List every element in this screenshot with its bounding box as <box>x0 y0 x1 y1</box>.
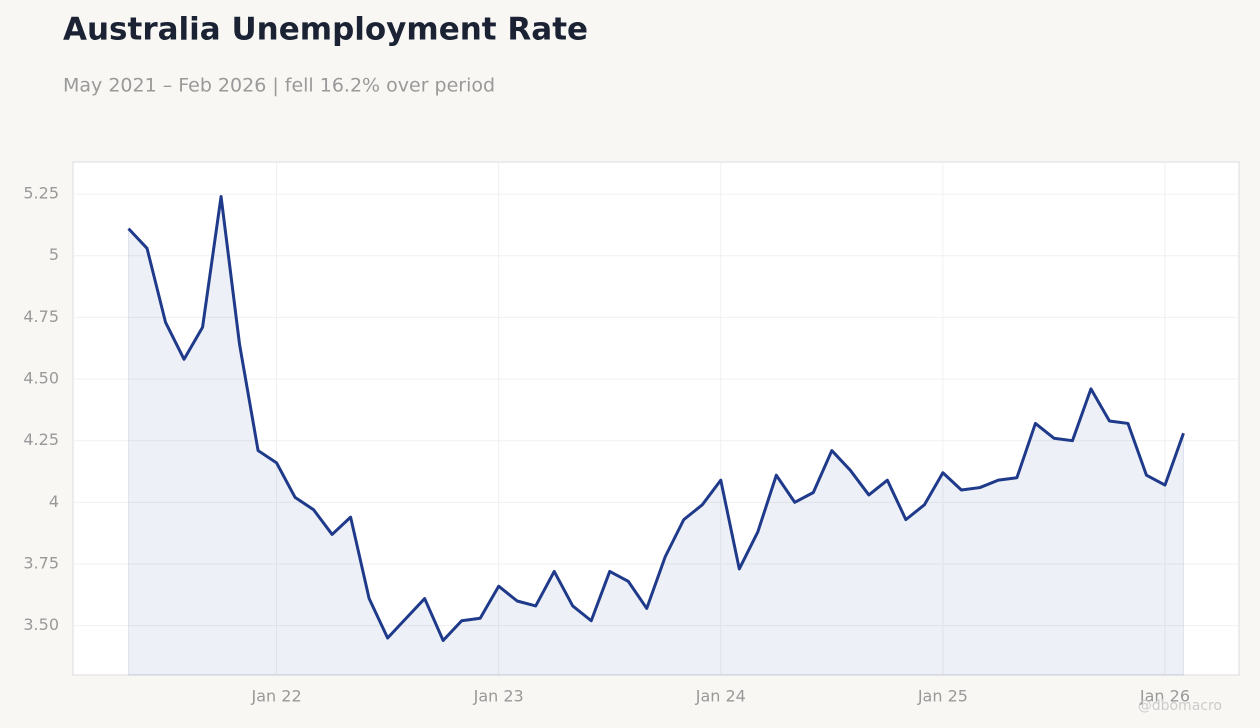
x-tick-label: Jan 23 <box>473 687 524 706</box>
y-tick-label: 5.25 <box>23 184 59 203</box>
y-tick-label: 3.75 <box>23 554 59 573</box>
y-tick-label: 4 <box>49 492 59 511</box>
y-tick-label: 3.50 <box>23 615 59 634</box>
credit: @dbomacro <box>1138 698 1222 714</box>
x-tick-label: Jan 25 <box>917 687 968 706</box>
y-tick-label: 4.25 <box>23 430 59 449</box>
chart-subtitle: May 2021 – Feb 2026 | fell 16.2% over pe… <box>63 75 495 97</box>
plot-area <box>72 161 1240 676</box>
y-tick-label: 4.75 <box>23 307 59 326</box>
y-tick-label: 4.50 <box>23 369 59 388</box>
x-tick-label: Jan 22 <box>251 687 302 706</box>
chart-title: Australia Unemployment Rate <box>63 12 588 48</box>
x-tick-label: Jan 24 <box>695 687 746 706</box>
line <box>127 195 1185 642</box>
x-tick-label: Jan 26 <box>1139 687 1190 706</box>
y-tick-label: 5 <box>49 245 59 264</box>
